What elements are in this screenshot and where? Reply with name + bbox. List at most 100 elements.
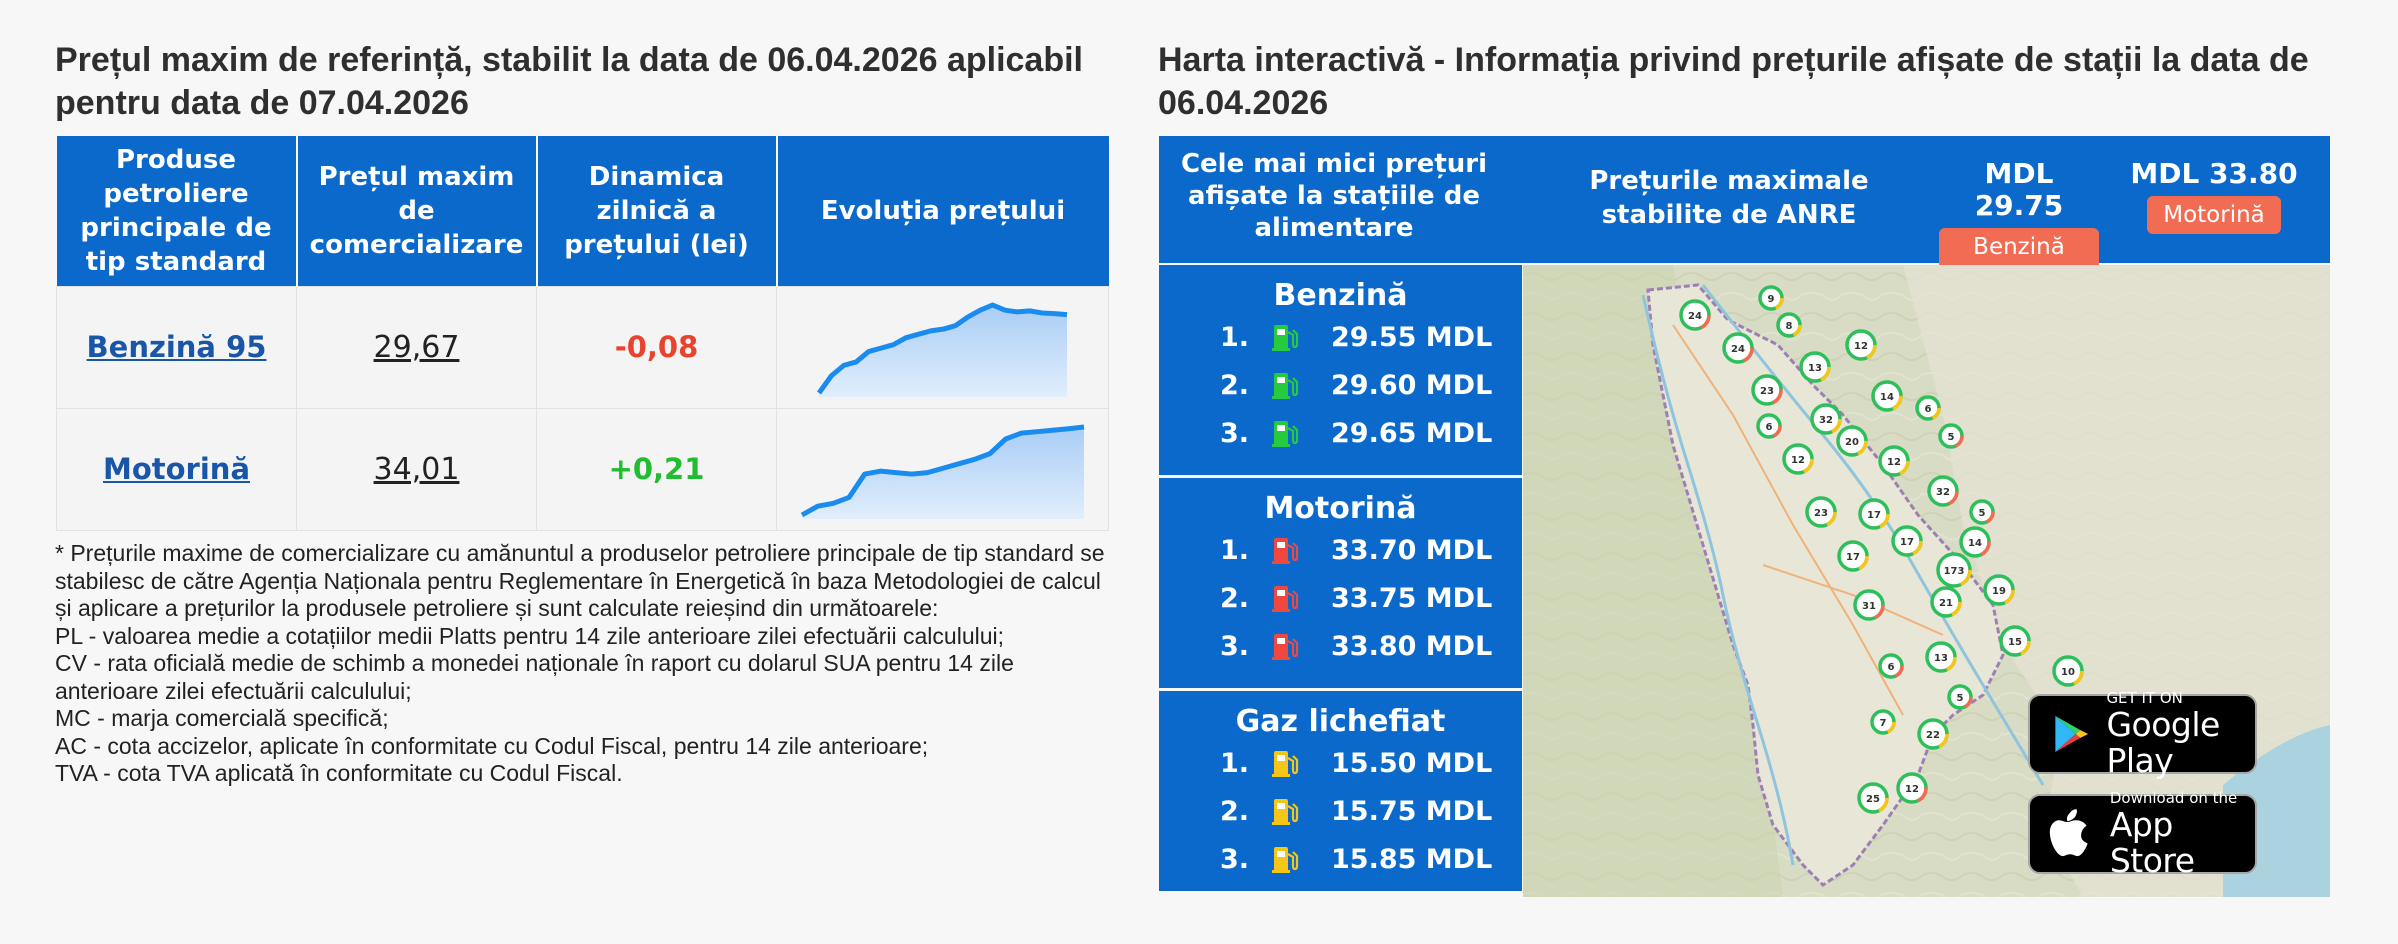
note-paragraph: PL - valoarea medie a cotațiilor medii P…	[55, 622, 1005, 649]
column-header-daily-change: Dinamica zilnică a prețului (lei)	[536, 136, 778, 286]
station-cluster-marker[interactable]: 17	[1837, 540, 1869, 572]
cluster-count: 5	[1979, 508, 1986, 519]
lowest-price-value: 29.60 MDL	[1331, 369, 1493, 401]
reference-price-table: Produse petroliere principale de tip sta…	[56, 136, 1109, 531]
station-cluster-marker[interactable]: 25	[1857, 782, 1889, 814]
cluster-count: 5	[1957, 693, 1964, 704]
price-trend-sparkline[interactable]	[798, 419, 1088, 519]
column-header-product: Produse petroliere principale de tip sta…	[56, 136, 298, 286]
google-play-small-text: GET IT ON	[2106, 689, 2183, 707]
station-cluster-marker[interactable]: 24	[1722, 332, 1754, 364]
lowest-price-value: 29.55 MDL	[1331, 321, 1493, 353]
cluster-count: 24	[1731, 344, 1745, 355]
fuel-pump-icon	[1249, 535, 1321, 565]
list-item[interactable]: 3. 33.80 MDL	[1159, 622, 1522, 670]
list-item[interactable]: 3. 15.85 MDL	[1159, 835, 1522, 883]
note-paragraph: CV - rata oficială medie de schimb a mon…	[55, 650, 1014, 704]
product-link-benzina-95[interactable]: Benzină 95	[86, 330, 267, 364]
cluster-count: 12	[1791, 455, 1805, 466]
station-cluster-marker[interactable]: 23	[1805, 496, 1837, 528]
station-cluster-marker[interactable]: 24	[1679, 299, 1711, 331]
list-item[interactable]: 2. 33.75 MDL	[1159, 574, 1522, 622]
cluster-count: 19	[1992, 586, 2006, 597]
cluster-count: 20	[1845, 437, 1859, 448]
station-cluster-marker[interactable]: 173	[1936, 552, 1972, 588]
station-cluster-marker[interactable]: 6	[1915, 395, 1941, 421]
fuel-block-benzina: Benzină 1. 29.55 MDL 2. 29.60 MDL 3. 29.65 MDL	[1159, 265, 1522, 478]
fuel-pump-icon	[1249, 796, 1321, 826]
cluster-count: 8	[1786, 321, 1793, 332]
price-cell: 34,01	[296, 407, 537, 531]
list-item[interactable]: 1. 15.50 MDL	[1159, 739, 1522, 787]
station-cluster-marker[interactable]: 13	[1799, 351, 1831, 383]
methodology-notes: * Prețurile maxime de comercializare cu …	[55, 540, 1115, 788]
list-item[interactable]: 2. 15.75 MDL	[1159, 787, 1522, 835]
station-cluster-marker[interactable]: 19	[1983, 574, 2015, 606]
station-cluster-marker[interactable]: 12	[1878, 445, 1910, 477]
rank-number: 2.	[1219, 795, 1249, 827]
station-cluster-marker[interactable]: 13	[1925, 641, 1957, 673]
station-cluster-marker[interactable]: 23	[1751, 374, 1783, 406]
station-cluster-marker[interactable]: 31	[1853, 589, 1885, 621]
station-cluster-marker[interactable]: 5	[1947, 684, 1973, 710]
station-cluster-marker[interactable]: 17	[1891, 525, 1923, 557]
station-cluster-marker[interactable]: 21	[1930, 586, 1962, 618]
station-cluster-marker[interactable]: 12	[1845, 329, 1877, 361]
anre-max-prices-heading: Prețurile maximale stabilite de ANRE	[1589, 166, 1869, 230]
fuel-pump-icon	[1249, 844, 1321, 874]
station-cluster-marker[interactable]: 22	[1917, 718, 1949, 750]
cluster-count: 25	[1866, 794, 1880, 805]
station-cluster-marker[interactable]: 9	[1758, 285, 1784, 311]
stations-map[interactable]: 24 9 8 24 12 13 23 14 6 6 32 20 5 12 12 32 23 17 5 17 17 14 17…	[1523, 265, 2330, 897]
station-cluster-marker[interactable]: 8	[1776, 312, 1802, 338]
app-store-badge[interactable]: Download on the App Store	[2028, 789, 2257, 879]
app-store-small-text: Download on the	[2109, 789, 2238, 807]
product-link-motorina[interactable]: Motorină	[102, 452, 251, 486]
daily-change-value: +0,21	[608, 452, 705, 486]
station-cluster-marker[interactable]: 6	[1756, 413, 1782, 439]
cluster-count: 14	[1880, 392, 1894, 403]
price-trend-sparkline[interactable]	[815, 297, 1071, 397]
lowest-price-value: 33.80 MDL	[1331, 630, 1493, 662]
station-cluster-marker[interactable]: 14	[1959, 526, 1991, 558]
price-link-benzina-95[interactable]: 29,67	[373, 329, 460, 365]
fuel-type-heading: Motorină	[1264, 491, 1417, 526]
fuel-pump-icon	[1249, 370, 1321, 400]
list-item[interactable]: 1. 33.70 MDL	[1159, 526, 1522, 574]
station-cluster-marker[interactable]: 7	[1870, 709, 1896, 735]
fuel-pump-icon	[1249, 418, 1321, 448]
cluster-count: 6	[1925, 404, 1932, 415]
rank-number: 3.	[1219, 843, 1249, 875]
cluster-count: 22	[1926, 730, 1940, 741]
list-item[interactable]: 3. 29.65 MDL	[1159, 409, 1522, 457]
station-clusters: 24 9 8 24 12 13 23 14 6 6 32 20 5 12 12 32 23 17 5 17 17 14 17…	[1679, 285, 2084, 814]
station-cluster-marker[interactable]: 6	[1878, 653, 1904, 679]
column-header-price-evolution: Evoluția prețului	[776, 136, 1109, 286]
lowest-price-value: 15.85 MDL	[1331, 843, 1493, 875]
station-cluster-marker[interactable]: 15	[1999, 625, 2031, 657]
cluster-count: 12	[1905, 784, 1919, 795]
list-item[interactable]: 2. 29.60 MDL	[1159, 361, 1522, 409]
station-cluster-marker[interactable]: 20	[1836, 425, 1868, 457]
station-cluster-marker[interactable]: 5	[1969, 499, 1995, 525]
station-cluster-marker[interactable]: 32	[1810, 403, 1842, 435]
fuel-pump-icon	[1249, 748, 1321, 778]
station-cluster-marker[interactable]: 14	[1871, 380, 1903, 412]
station-cluster-marker[interactable]: 32	[1927, 475, 1959, 507]
max-price-motorina: MDL 33.80 Motorină	[2129, 158, 2299, 234]
fuel-type-heading: Benzină	[1273, 278, 1408, 313]
list-item[interactable]: 1. 29.55 MDL	[1159, 313, 1522, 361]
station-cluster-marker[interactable]: 12	[1896, 772, 1928, 804]
cluster-count: 21	[1939, 598, 1953, 609]
station-cluster-marker[interactable]: 17	[1858, 498, 1890, 530]
price-cell: 29,67	[296, 285, 537, 409]
map-canvas[interactable]: 24 9 8 24 12 13 23 14 6 6 32 20 5 12 12 32 23 17 5 17 17 14 17…	[1523, 265, 2330, 897]
rank-number: 1.	[1219, 747, 1249, 779]
station-cluster-marker[interactable]: 5	[1938, 423, 1964, 449]
station-cluster-marker[interactable]: 12	[1782, 443, 1814, 475]
cluster-count: 6	[1888, 662, 1895, 673]
station-cluster-marker[interactable]: 10	[2052, 655, 2084, 687]
price-link-motorina[interactable]: 34,01	[373, 451, 460, 487]
road	[1762, 564, 1944, 636]
google-play-badge[interactable]: GET IT ON Google Play	[2028, 689, 2257, 779]
